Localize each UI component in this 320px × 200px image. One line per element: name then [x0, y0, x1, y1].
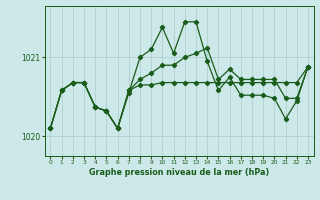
X-axis label: Graphe pression niveau de la mer (hPa): Graphe pression niveau de la mer (hPa): [89, 168, 269, 177]
